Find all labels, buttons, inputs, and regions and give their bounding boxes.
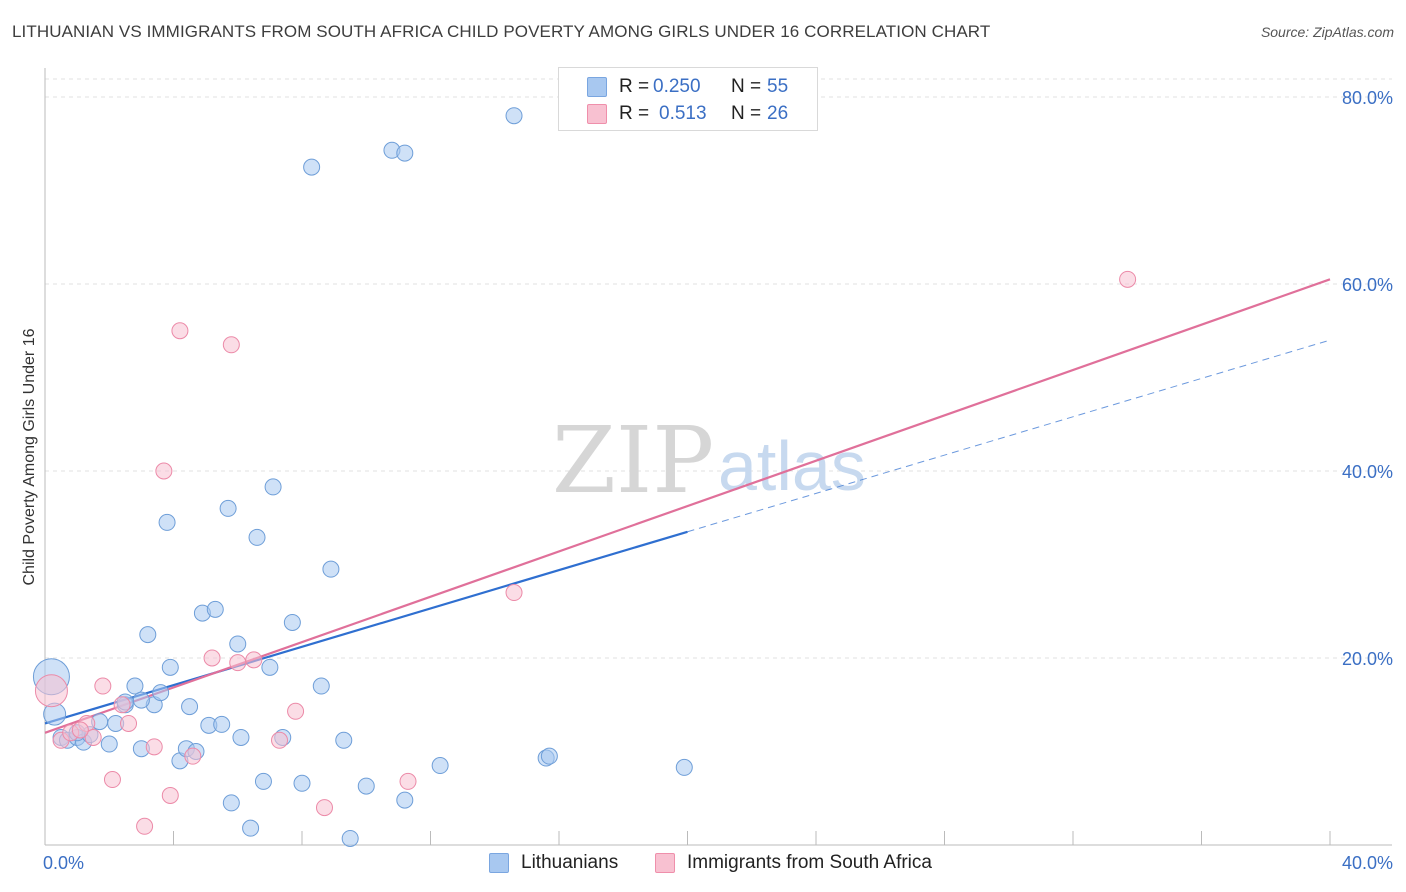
legend-n-value: 26	[767, 103, 789, 124]
chart-source: Source: ZipAtlas.com	[1260, 24, 1394, 40]
y-tick-label: 20.0%	[1342, 649, 1393, 669]
legend-r-value: 0.250	[653, 76, 701, 97]
point-lithuanians	[248, 528, 266, 546]
point-south-africa	[222, 336, 240, 354]
legend-swatch-blue	[489, 853, 509, 873]
legend-swatch-pink	[655, 853, 675, 873]
trend-line-lithuanians	[44, 530, 688, 725]
legend-r-value: 0.513	[659, 103, 707, 124]
point-south-africa	[71, 721, 89, 739]
y-tick-label: 60.0%	[1342, 275, 1393, 295]
point-lithuanians	[540, 747, 558, 765]
point-south-africa	[155, 462, 173, 480]
trend-line-extension	[687, 339, 1331, 533]
point-south-africa	[136, 817, 154, 835]
watermark-zip: ZIP	[552, 407, 714, 514]
tick-labels: 20.0% 40.0% 60.0% 80.0% 0.0% 40.0%	[43, 88, 1393, 873]
point-south-africa	[1119, 270, 1137, 288]
correlation-legend: R = 0.250 N = 55 R = 0.513 N = 26	[558, 67, 818, 131]
point-lithuanians	[293, 774, 311, 792]
point-south-africa	[34, 674, 68, 708]
point-lithuanians	[222, 794, 240, 812]
point-south-africa	[287, 702, 305, 720]
point-lithuanians	[505, 107, 523, 125]
point-lithuanians	[303, 158, 321, 176]
legend-n-label: N =	[731, 76, 762, 97]
point-lithuanians	[396, 791, 414, 809]
point-lithuanians	[181, 698, 199, 716]
legend-r-label: R =	[619, 76, 650, 97]
legend-r-label: R =	[619, 103, 650, 124]
y-tick-label: 40.0%	[1342, 462, 1393, 482]
point-lithuanians	[322, 560, 340, 578]
point-lithuanians	[675, 758, 693, 776]
legend-label-south-africa: Immigrants from South Africa	[687, 852, 932, 873]
point-lithuanians	[152, 684, 170, 702]
legend-n-value: 55	[767, 76, 789, 97]
gridlines	[45, 78, 1392, 659]
x-tick-label: 40.0%	[1342, 853, 1393, 873]
point-lithuanians	[158, 513, 176, 531]
point-south-africa	[229, 654, 247, 672]
y-tick-label: 80.0%	[1342, 88, 1393, 108]
point-lithuanians	[431, 757, 449, 775]
point-south-africa	[505, 584, 523, 602]
legend-swatch-pink	[587, 104, 607, 124]
legend-swatch-blue	[587, 77, 607, 97]
point-south-africa	[84, 728, 102, 746]
point-lithuanians	[229, 635, 247, 653]
legend-label-lithuanians: Lithuanians	[521, 852, 619, 873]
data-points	[32, 107, 1137, 847]
point-lithuanians	[242, 819, 260, 837]
point-lithuanians	[219, 499, 237, 517]
point-south-africa	[145, 738, 163, 756]
point-lithuanians	[335, 731, 353, 749]
point-lithuanians	[139, 626, 157, 644]
chart-title: LITHUANIAN VS IMMIGRANTS FROM SOUTH AFRI…	[12, 22, 991, 41]
point-lithuanians	[264, 478, 282, 496]
legend-n-label: N =	[731, 103, 762, 124]
point-south-africa	[203, 649, 221, 667]
point-lithuanians	[206, 600, 224, 618]
point-lithuanians	[232, 728, 250, 746]
point-south-africa	[103, 771, 121, 789]
point-lithuanians	[261, 658, 279, 676]
point-lithuanians	[312, 677, 330, 695]
point-south-africa	[271, 731, 289, 749]
point-south-africa	[161, 786, 179, 804]
point-lithuanians	[341, 829, 359, 847]
point-lithuanians	[161, 658, 179, 676]
watermark-atlas: atlas	[718, 427, 866, 505]
point-south-africa	[245, 651, 263, 669]
point-lithuanians	[213, 715, 231, 733]
legend-item-lithuanians: Lithuanians	[489, 852, 618, 874]
point-lithuanians	[132, 691, 150, 709]
point-lithuanians	[100, 735, 118, 753]
point-lithuanians	[357, 777, 375, 795]
point-lithuanians	[396, 144, 414, 162]
point-lithuanians	[283, 613, 301, 631]
point-south-africa	[315, 799, 333, 817]
point-south-africa	[399, 772, 417, 790]
legend-item-south-africa: Immigrants from South Africa	[655, 852, 932, 874]
point-lithuanians	[254, 772, 272, 790]
point-south-africa	[184, 747, 202, 765]
y-axis-label: Child Poverty Among Girls Under 16	[21, 328, 38, 585]
watermark: ZIP atlas	[552, 407, 866, 514]
point-south-africa	[120, 714, 138, 732]
point-lithuanians	[126, 677, 144, 695]
point-south-africa	[113, 696, 131, 714]
x-tick-label: 0.0%	[43, 853, 84, 873]
point-south-africa	[171, 322, 189, 340]
point-south-africa	[94, 677, 112, 695]
